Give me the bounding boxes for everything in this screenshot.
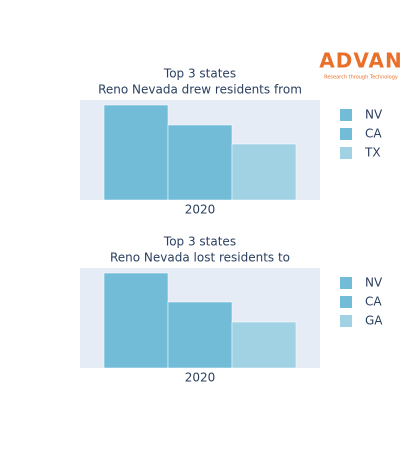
chart-title: Top 3 states [163, 67, 236, 81]
legend-label: TX [364, 146, 381, 160]
logo-tagline: Research through Technology [324, 75, 398, 81]
legend-swatch [340, 128, 352, 140]
legend-swatch [340, 315, 352, 327]
bar [167, 301, 233, 369]
chart-subtitle: Reno Nevada lost residents to [110, 251, 290, 265]
bar [231, 143, 297, 201]
bar [103, 104, 169, 201]
logo: ADVAN [319, 49, 400, 73]
legend-label: NV [365, 276, 383, 290]
legend-label: CA [365, 127, 382, 141]
legend-swatch [340, 296, 352, 308]
legend-label: NV [365, 108, 383, 122]
chart-subtitle: Reno Nevada drew residents from [98, 83, 302, 97]
chart-title: Top 3 states [163, 235, 236, 249]
x-tick-label: 2020 [185, 203, 216, 217]
bar [167, 124, 233, 201]
bar [103, 272, 169, 369]
bar [231, 321, 297, 369]
legend-swatch [340, 109, 352, 121]
legend-label: GA [365, 314, 383, 328]
legend-swatch [340, 277, 352, 289]
legend-swatch [340, 147, 352, 159]
x-tick-label: 2020 [185, 371, 216, 385]
legend-label: CA [365, 295, 382, 309]
